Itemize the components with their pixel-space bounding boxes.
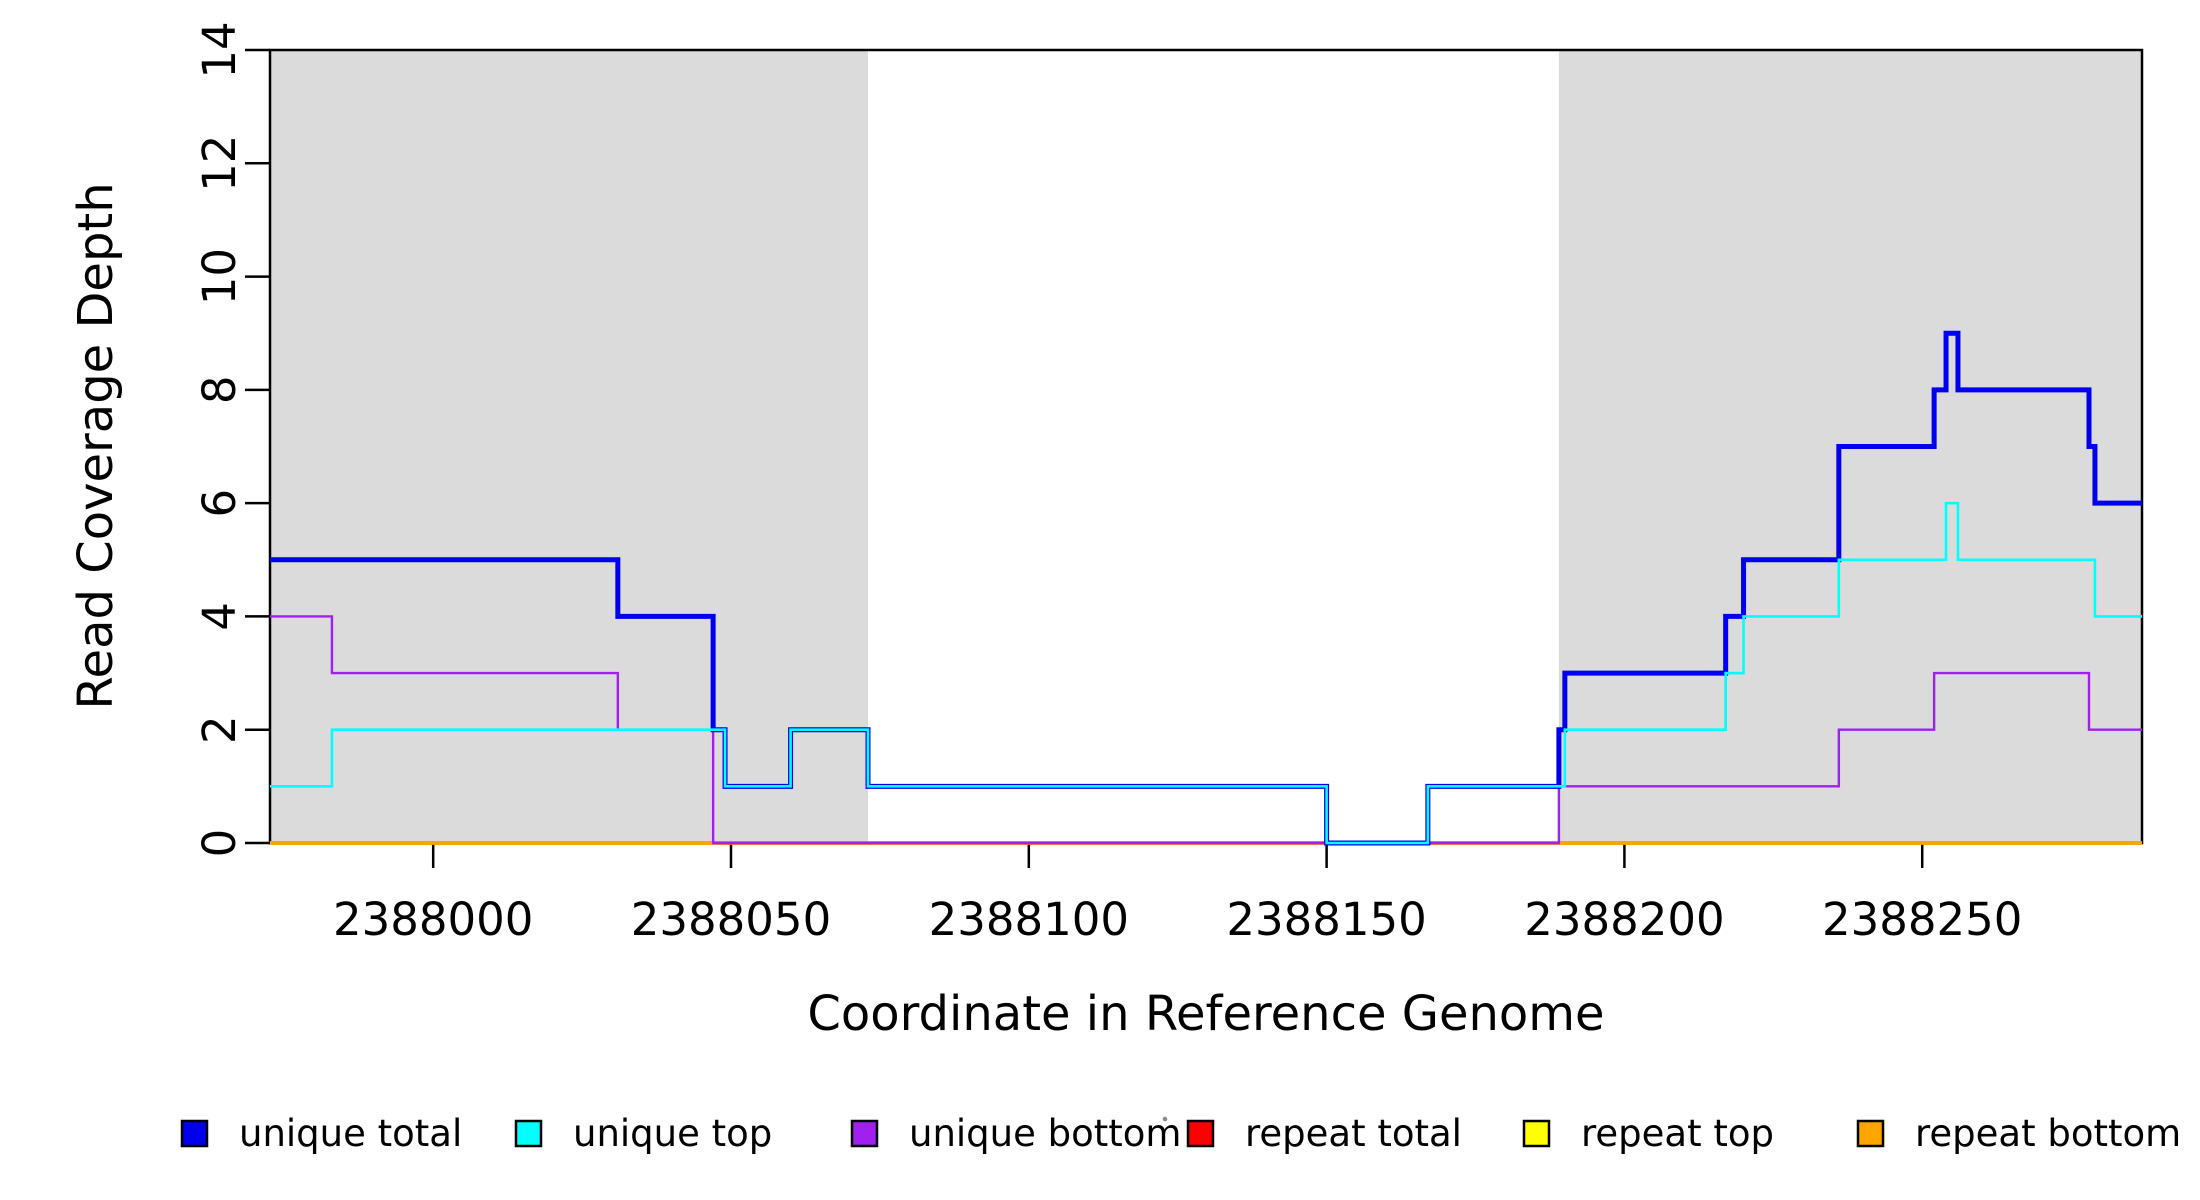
y-axis-title: Read Coverage Depth <box>68 182 124 709</box>
legend-item-unique-total: unique total <box>180 1112 462 1155</box>
legend-swatch <box>1522 1119 1551 1148</box>
legend-label: unique total <box>239 1112 462 1155</box>
x-tick-label: 2388200 <box>1524 893 1724 946</box>
y-tick-label: 10 <box>193 248 246 305</box>
y-tick-label: 6 <box>193 489 246 518</box>
y-tick-label: 0 <box>193 829 246 858</box>
x-tick-label: 2388150 <box>1226 893 1426 946</box>
legend-item-repeat-bottom: repeat bottom <box>1856 1112 2181 1155</box>
y-tick-label: 14 <box>193 21 246 78</box>
legend-item-unique-top: unique top <box>514 1112 772 1155</box>
series-line-unique-bottom <box>270 615 2142 845</box>
x-tick-label: 2388100 <box>929 893 1129 946</box>
legend-label: unique bottom <box>909 1112 1181 1155</box>
legend: unique total unique top unique bottom repea… <box>180 1112 2181 1155</box>
legend-swatch <box>180 1119 209 1148</box>
series-line-unique-top <box>270 501 2142 845</box>
legend-swatch <box>850 1119 879 1148</box>
legend-item-repeat-top: repeat top <box>1522 1112 1774 1155</box>
legend-swatch <box>1856 1119 1885 1148</box>
x-tick-labels: 2388000 2388050 2388100 2388150 2388200 23882… <box>333 893 2022 946</box>
y-tick-label: 8 <box>193 376 246 405</box>
y-tick-label: 2 <box>193 715 246 744</box>
x-axis-title: Coordinate in Reference Genome <box>807 986 1604 1042</box>
legend-label: unique top <box>573 1112 772 1155</box>
y-tick-labels: 0 2 4 6 8 10 12 14 <box>193 21 246 857</box>
legend-label: repeat total <box>1245 1112 1462 1155</box>
y-tick-label: 12 <box>193 135 246 192</box>
legend-label: repeat bottom <box>1915 1112 2181 1155</box>
legend-swatch <box>514 1119 543 1148</box>
y-tick-label: 4 <box>193 602 246 631</box>
legend-item-unique-bottom: unique bottom <box>850 1112 1181 1155</box>
legend-item-repeat-total: repeat total <box>1186 1112 1462 1155</box>
gray-band <box>270 50 868 843</box>
x-tick-label: 2388250 <box>1822 893 2022 946</box>
series-lines <box>270 330 2142 846</box>
legend-label: repeat top <box>1581 1112 1774 1155</box>
stray-dot-artifact <box>1162 1116 1168 1122</box>
x-tick-label: 2388050 <box>631 893 831 946</box>
legend-swatch <box>1186 1119 1215 1148</box>
x-tick-label: 2388000 <box>333 893 533 946</box>
